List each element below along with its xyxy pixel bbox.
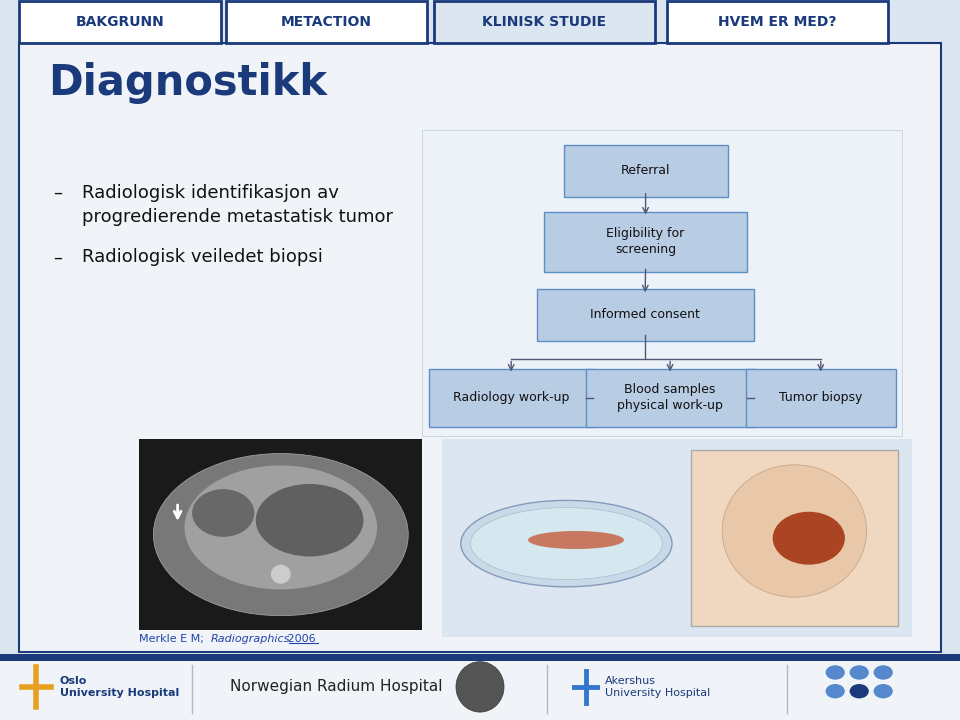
Text: Merkle E M;: Merkle E M; (139, 634, 207, 644)
Text: Oslo
University Hospital: Oslo University Hospital (60, 675, 179, 698)
Circle shape (874, 684, 893, 698)
FancyBboxPatch shape (544, 212, 747, 272)
FancyBboxPatch shape (226, 1, 427, 43)
Ellipse shape (722, 465, 867, 597)
Text: Radiology work-up: Radiology work-up (453, 391, 569, 405)
Text: Radiologisk identifikasjon av
progredierende metastatisk tumor: Radiologisk identifikasjon av progredier… (82, 184, 393, 226)
Text: BAKGRUNN: BAKGRUNN (76, 15, 164, 30)
FancyBboxPatch shape (429, 369, 593, 427)
Ellipse shape (271, 564, 291, 584)
Text: –: – (53, 248, 61, 266)
Ellipse shape (456, 662, 504, 712)
FancyBboxPatch shape (442, 439, 912, 637)
Text: Radiologisk veiledet biopsi: Radiologisk veiledet biopsi (82, 248, 323, 266)
Ellipse shape (154, 454, 408, 616)
FancyBboxPatch shape (667, 1, 888, 43)
FancyBboxPatch shape (586, 369, 755, 427)
Text: KLINISK STUDIE: KLINISK STUDIE (482, 15, 607, 30)
Circle shape (826, 665, 845, 680)
Circle shape (826, 684, 845, 698)
Text: Akershus
University Hospital: Akershus University Hospital (605, 675, 710, 698)
Text: Blood samples
physical work-up: Blood samples physical work-up (617, 383, 723, 413)
FancyBboxPatch shape (0, 654, 960, 661)
Circle shape (874, 665, 893, 680)
FancyBboxPatch shape (564, 145, 728, 197)
Text: Referral: Referral (621, 164, 670, 178)
Ellipse shape (184, 465, 377, 590)
Ellipse shape (461, 500, 672, 587)
FancyBboxPatch shape (746, 369, 896, 427)
FancyBboxPatch shape (537, 289, 754, 341)
Text: HVEM ER MED?: HVEM ER MED? (718, 15, 837, 30)
Ellipse shape (528, 531, 624, 549)
Text: Eligibility for
screening: Eligibility for screening (607, 228, 684, 256)
Text: Tumor biopsy: Tumor biopsy (780, 391, 862, 405)
Ellipse shape (773, 512, 845, 564)
Ellipse shape (192, 489, 254, 537)
FancyBboxPatch shape (691, 450, 898, 626)
Text: –: – (53, 184, 61, 202)
FancyBboxPatch shape (139, 439, 422, 630)
Text: 2006: 2006 (284, 634, 316, 644)
Text: Diagnostikk: Diagnostikk (48, 62, 327, 104)
Text: METACTION: METACTION (281, 15, 372, 30)
FancyBboxPatch shape (19, 1, 221, 43)
Ellipse shape (255, 484, 364, 557)
Text: Norwegian Radium Hospital: Norwegian Radium Hospital (229, 680, 443, 694)
FancyBboxPatch shape (422, 130, 902, 436)
FancyBboxPatch shape (19, 43, 941, 652)
FancyBboxPatch shape (434, 1, 655, 43)
FancyBboxPatch shape (0, 654, 960, 720)
Text: Radiographics: Radiographics (211, 634, 291, 644)
Text: Informed consent: Informed consent (590, 308, 700, 322)
Ellipse shape (470, 508, 662, 580)
Circle shape (850, 665, 869, 680)
Circle shape (850, 684, 869, 698)
